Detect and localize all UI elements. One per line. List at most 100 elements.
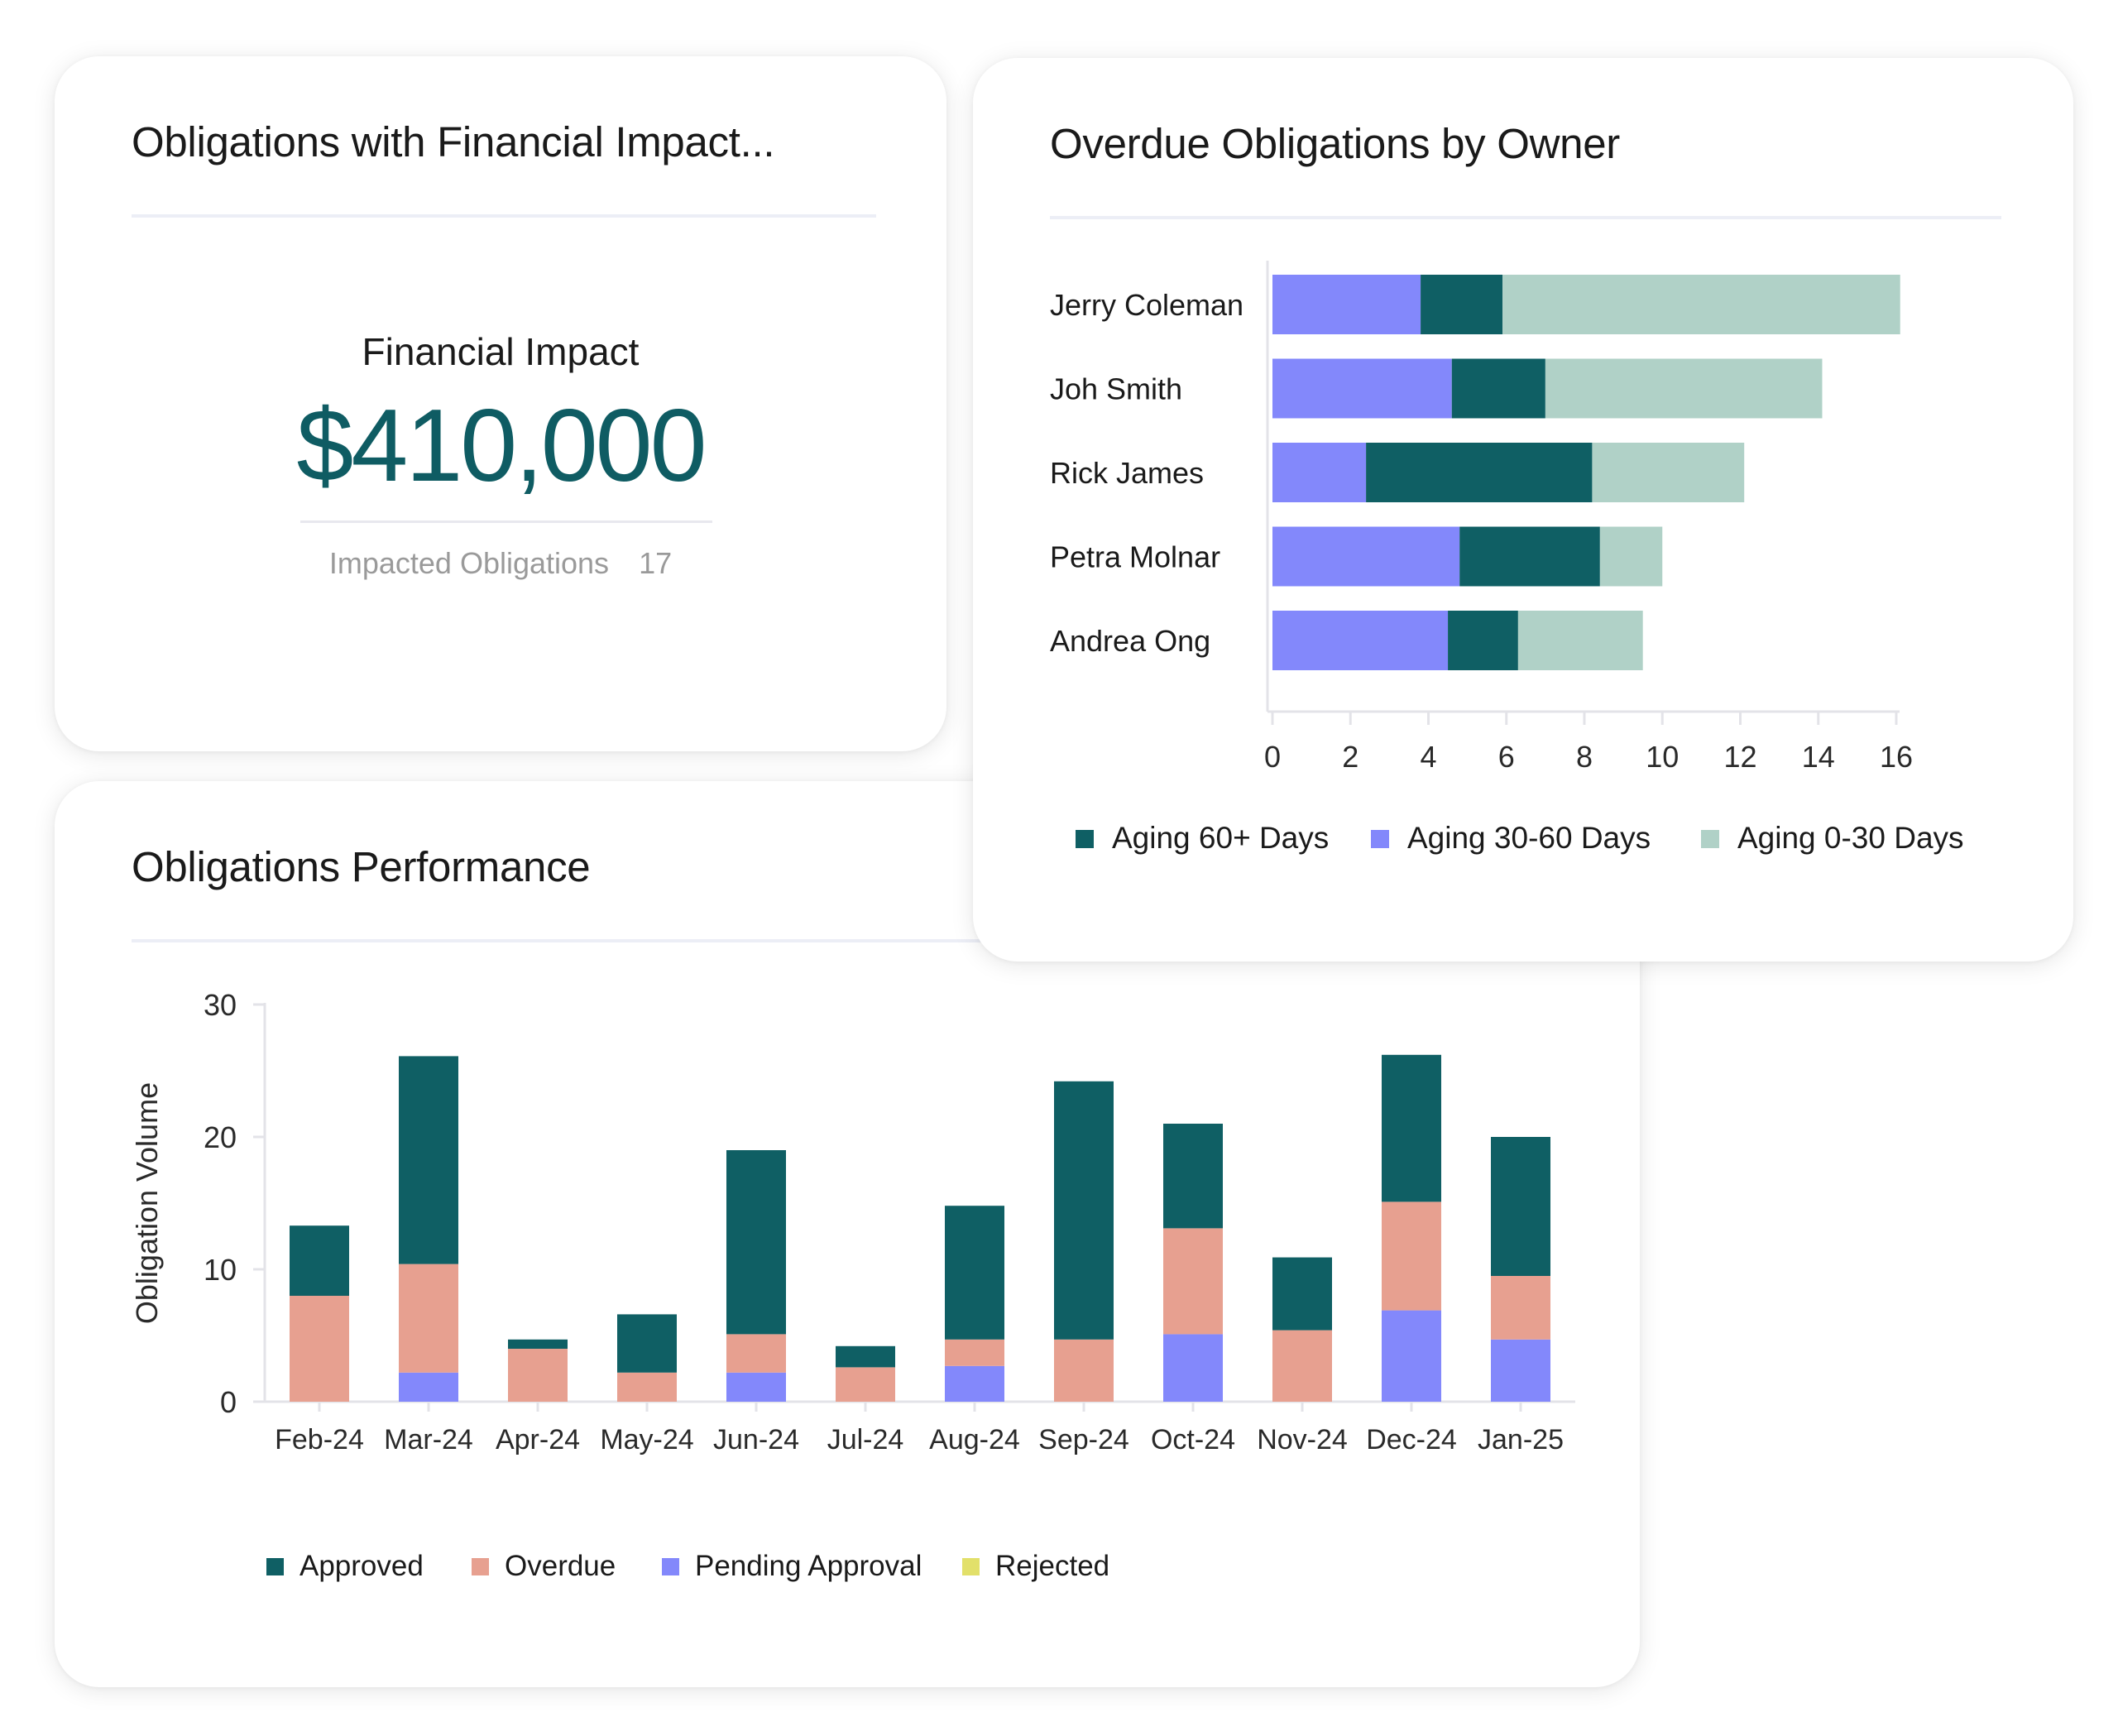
x-tick-label: 6 <box>1498 740 1515 774</box>
bar-jun-24-pending-approval <box>726 1372 786 1402</box>
legend-label-aging-30-60-days: Aging 30-60 Days <box>1407 821 1651 855</box>
bar-dec-24-overdue <box>1382 1201 1441 1311</box>
bar-mar-24-overdue <box>399 1264 458 1373</box>
legend-swatch-aging-30-60-days <box>1371 830 1389 848</box>
y-axis-title: Obligation Volume <box>130 1082 164 1324</box>
bar-joh-smith-aging-60-days <box>1451 358 1545 419</box>
bar-petra-molnar-aging-0-30-days <box>1599 526 1663 587</box>
impacted-obligations-count: 17 <box>639 546 673 580</box>
bar-jerry-coleman-aging-60-days <box>1421 275 1503 334</box>
owner-label-rick-james: Rick James <box>1050 456 1204 490</box>
bar-sep-24-overdue <box>1054 1339 1114 1402</box>
bar-andrea-ong-aging-30-60-days <box>1272 611 1449 670</box>
x-tick-label: Aug-24 <box>929 1424 1020 1455</box>
x-tick-label: 14 <box>1802 740 1835 774</box>
bar-jul-24-overdue <box>836 1367 895 1402</box>
owner-label-jerry-coleman: Jerry Coleman <box>1050 288 1243 322</box>
x-tick-label: Feb-24 <box>275 1424 364 1455</box>
x-tick-label: May-24 <box>600 1424 693 1455</box>
x-tick-label: 4 <box>1420 740 1436 774</box>
x-tick-label: Jan-25 <box>1478 1424 1564 1455</box>
x-tick-label: 16 <box>1880 740 1913 774</box>
legend-label-approved: Approved <box>299 1550 424 1582</box>
bar-mar-24-approved <box>399 1056 458 1264</box>
x-tick-label: Mar-24 <box>384 1424 473 1455</box>
card-divider <box>132 214 876 218</box>
bar-rick-james-aging-30-60-days <box>1272 443 1367 502</box>
financial-impact-card-title: Obligations with Financial Impact... <box>132 118 775 165</box>
legend-label-overdue: Overdue <box>505 1550 616 1582</box>
bar-aug-24-pending-approval <box>945 1365 1004 1402</box>
financial-impact-value: $410,000 <box>296 389 707 503</box>
x-tick-label: Jul-24 <box>827 1424 904 1455</box>
financial-impact-label: Financial Impact <box>362 330 640 373</box>
bar-dec-24-approved <box>1382 1054 1441 1202</box>
bar-jun-24-overdue <box>726 1334 786 1373</box>
card-divider <box>1050 216 2001 219</box>
overdue-by-owner-card: Overdue Obligations by Owner 0 2 4 6 8 10 12 14… <box>973 58 2073 962</box>
overdue-owner-chart: 0 2 4 6 8 10 12 14 16 Jerry Coleman Joh Smith Rick … <box>1050 261 1964 855</box>
x-tick-label: Jun-24 <box>713 1424 799 1455</box>
y-tick-label: 10 <box>204 1253 237 1287</box>
bar-jan-25-pending-approval <box>1491 1339 1550 1402</box>
card-divider <box>132 939 1637 942</box>
bar-oct-24-pending-approval <box>1163 1334 1223 1402</box>
impact-divider <box>300 520 712 523</box>
bar-nov-24-approved <box>1272 1257 1332 1331</box>
financial-impact-card: Obligations with Financial Impact... Fin… <box>55 56 946 751</box>
bar-jun-24-approved <box>726 1150 786 1335</box>
bar-andrea-ong-aging-60-days <box>1448 611 1518 670</box>
x-tick-label: Dec-24 <box>1366 1424 1457 1455</box>
legend-label-pending-approval: Pending Approval <box>695 1550 922 1582</box>
bar-apr-24-overdue <box>508 1349 568 1402</box>
y-tick-label: 20 <box>204 1120 237 1154</box>
legend-swatch-aging-60-days <box>1076 830 1094 848</box>
impacted-obligations-row: Impacted Obligations 17 <box>55 546 946 581</box>
legend-swatch-rejected <box>962 1558 980 1575</box>
x-tick-label: 12 <box>1723 740 1756 774</box>
bar-jul-24-approved <box>836 1345 895 1368</box>
x-tick-label: Sep-24 <box>1038 1424 1129 1455</box>
bar-oct-24-approved <box>1163 1124 1223 1229</box>
x-tick-label: Nov-24 <box>1257 1424 1348 1455</box>
impacted-obligations-label: Impacted Obligations <box>328 546 610 580</box>
bar-feb-24-approved <box>290 1225 349 1296</box>
bar-dec-24-pending-approval <box>1382 1310 1441 1402</box>
legend-label-rejected: Rejected <box>995 1550 1109 1582</box>
bar-mar-24-pending-approval <box>399 1372 458 1402</box>
performance-card-title: Obligations Performance <box>132 843 591 890</box>
bar-jan-25-overdue <box>1491 1276 1550 1340</box>
bar-feb-24-overdue <box>290 1296 349 1402</box>
bar-andrea-ong-aging-0-30-days <box>1517 611 1643 670</box>
bar-jan-25-approved <box>1491 1137 1550 1276</box>
legend-swatch-pending-approval <box>662 1558 679 1575</box>
legend-swatch-overdue <box>472 1558 489 1575</box>
bar-apr-24-approved <box>508 1339 568 1349</box>
bar-rick-james-aging-60-days <box>1366 443 1593 502</box>
legend-swatch-approved <box>266 1558 284 1575</box>
bar-joh-smith-aging-0-30-days <box>1545 358 1823 419</box>
x-tick-label: 8 <box>1576 740 1593 774</box>
bar-joh-smith-aging-30-60-days <box>1272 358 1452 419</box>
owner-label-joh-smith: Joh Smith <box>1050 372 1182 406</box>
y-tick-label: 30 <box>204 988 237 1022</box>
x-tick-label: 0 <box>1264 740 1281 774</box>
owner-label-andrea-ong: Andrea Ong <box>1050 624 1210 658</box>
bar-rick-james-aging-0-30-days <box>1592 443 1745 502</box>
legend-swatch-aging-0-30-days <box>1701 830 1719 848</box>
y-tick-label: 0 <box>220 1385 237 1419</box>
bar-aug-24-overdue <box>945 1339 1004 1366</box>
bar-jerry-coleman-aging-0-30-days <box>1502 275 1900 334</box>
bar-may-24-approved <box>617 1314 677 1373</box>
bar-nov-24-overdue <box>1272 1330 1332 1402</box>
owner-label-petra-molnar: Petra Molnar <box>1050 540 1220 574</box>
x-tick-label: Apr-24 <box>496 1424 580 1455</box>
bar-petra-molnar-aging-60-days <box>1459 526 1600 587</box>
bar-may-24-overdue <box>617 1372 677 1402</box>
x-tick-label: Oct-24 <box>1151 1424 1235 1455</box>
bar-aug-24-approved <box>945 1206 1004 1340</box>
legend-label-aging-60-days: Aging 60+ Days <box>1112 821 1329 855</box>
bar-jerry-coleman-aging-30-60-days <box>1272 275 1421 334</box>
performance-chart: 0 10 20 30 Obligation Volume Feb-24 Mar-24 Apr-… <box>130 988 1575 1582</box>
bar-oct-24-overdue <box>1163 1228 1223 1335</box>
